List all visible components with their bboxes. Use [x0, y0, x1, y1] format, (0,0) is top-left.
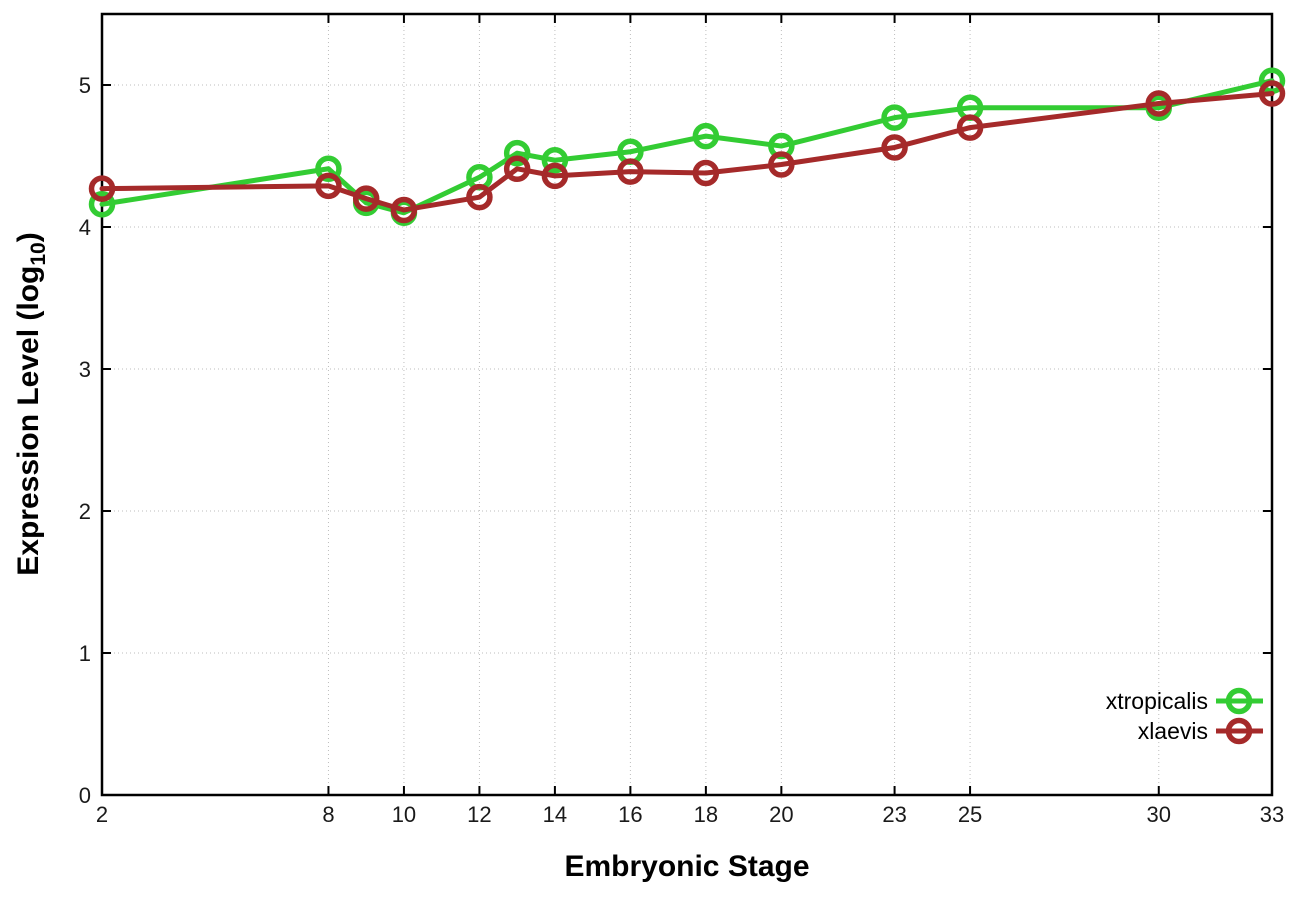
y-axis-title-close: ): [12, 232, 45, 242]
data-point-xlaevis-stage-2: [88, 175, 116, 202]
series-layer: [88, 67, 1286, 227]
data-point-xlaevis-stage-30: [1145, 90, 1173, 117]
data-point-xlaevis-stage-8: [315, 172, 342, 200]
data-point-xtropicalis-stage-18: [692, 122, 720, 150]
data-point-xlaevis-stage-14: [541, 162, 569, 190]
data-point-xtropicalis-stage-13: [503, 139, 531, 167]
x-tick-label: 8: [322, 802, 334, 827]
grid-layer: [101, 14, 1273, 795]
data-point-xtropicalis-stage-23: [881, 104, 908, 131]
data-point-xtropicalis-stage-8: [315, 155, 342, 183]
y-axis-title-main: Expression Level (log: [12, 266, 45, 576]
x-tick-label: 16: [618, 802, 642, 827]
data-point-xlaevis-stage-10: [390, 196, 418, 224]
legend-sample-marker: [1225, 717, 1253, 745]
y-tick-label: 0: [79, 783, 91, 808]
x-tick-label: 14: [543, 802, 567, 827]
legend-label-xtropicalis: xtropicalis: [1106, 688, 1208, 714]
y-tick-labels: 0 1 2 3 4 5: [79, 73, 91, 808]
data-point-xlaevis-stage-12: [466, 183, 493, 211]
legend-label-xlaevis: xlaevis: [1138, 718, 1208, 744]
x-tick-label: 23: [882, 802, 906, 827]
series-line-xlaevis: [99, 91, 1275, 213]
x-tick-label: 12: [467, 802, 491, 827]
x-tick-label: 33: [1260, 802, 1284, 827]
x-tick-labels: 2 8 10 12 14 16 18 20 23 25 30 33: [96, 802, 1284, 827]
y-axis-title: Expression Level (log10): [12, 232, 50, 575]
y-tick-label: 5: [79, 73, 91, 98]
x-tick-label: 10: [392, 802, 416, 827]
x-axis-title: Embryonic Stage: [564, 850, 809, 883]
legend: xtropicalis xlaevis: [1106, 687, 1263, 745]
data-point-xlaevis-stage-23: [881, 134, 908, 161]
x-tick-label: 2: [96, 802, 108, 827]
y-axis-title-subscript: 10: [27, 242, 50, 265]
y-tick-label: 1: [79, 641, 91, 666]
data-point-xlaevis-stage-20: [768, 151, 795, 178]
x-tick-label: 20: [769, 802, 793, 827]
x-tick-label: 18: [694, 802, 718, 827]
y-tick-label: 2: [79, 499, 91, 524]
data-point-xlaevis-stage-13: [503, 155, 531, 183]
legend-entry-xtropicalis: xtropicalis: [1106, 687, 1263, 715]
legend-entry-xlaevis: xlaevis: [1138, 717, 1263, 745]
y-tick-label: 3: [79, 357, 91, 382]
plot-border: [100, 12, 1274, 797]
data-point-xlaevis-stage-18: [692, 159, 720, 187]
data-point-xlaevis-stage-25: [956, 114, 984, 141]
data-point-xlaevis-stage-33: [1258, 80, 1286, 107]
data-point-xtropicalis-stage-14: [541, 147, 569, 174]
x-tick-label: 30: [1147, 802, 1171, 827]
data-point-xtropicalis-stage-2: [88, 191, 116, 218]
data-point-xlaevis-stage-9: [352, 185, 380, 212]
y-tick-label: 4: [79, 215, 91, 240]
tick-stub-layer: [101, 14, 1273, 796]
x-tick-label: 25: [958, 802, 982, 827]
legend-sample-marker: [1225, 687, 1253, 715]
series-line-xtropicalis: [99, 78, 1275, 216]
data-point-xlaevis-stage-16: [617, 158, 644, 185]
